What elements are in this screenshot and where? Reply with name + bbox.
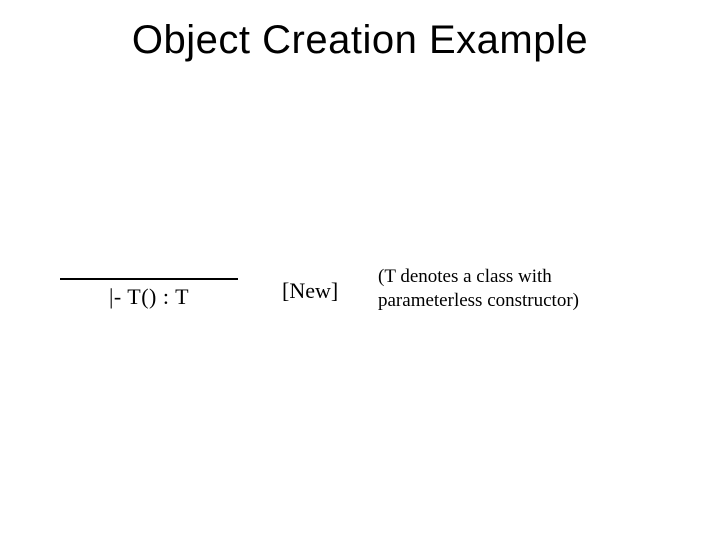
rule-horizontal-line [60,278,238,280]
inference-rule: |- T() : T [60,278,238,310]
side-condition-line2: parameterless constructor) [378,289,579,313]
side-condition: (T denotes a class with parameterless co… [378,265,579,313]
side-condition-line1: (T denotes a class with [378,265,579,289]
slide-title: Object Creation Example [0,18,720,63]
rule-label: [New] [282,278,338,304]
rule-conclusion: |- T() : T [60,284,238,310]
